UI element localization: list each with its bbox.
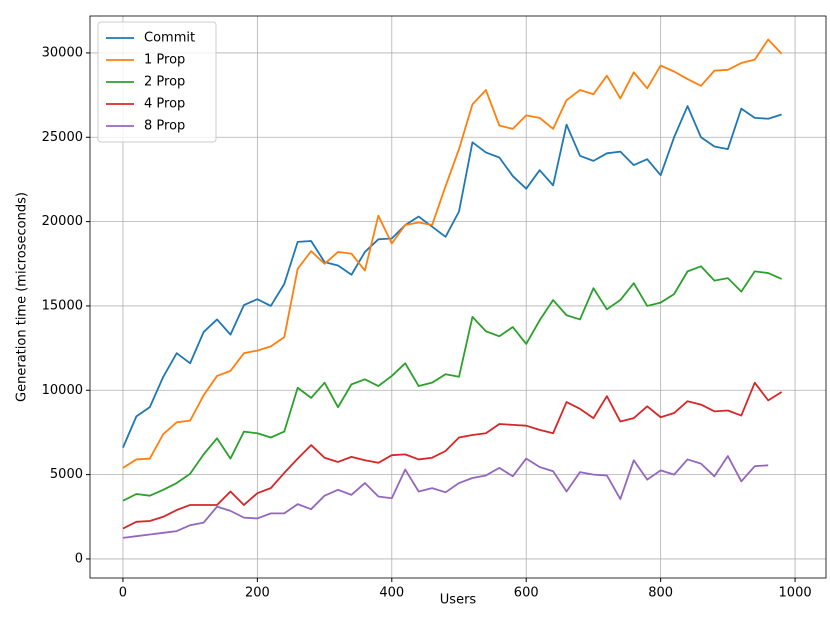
legend-label: Commit (144, 31, 195, 46)
y-tick-label: 30000 (42, 45, 83, 60)
plot-frame (89, 15, 827, 579)
series-line (122, 265, 782, 502)
y-tick-label: 15000 (42, 298, 83, 313)
x-tick-label: 400 (379, 586, 404, 601)
legend-label: 2 Prop (144, 75, 185, 90)
x-tick-label: 0 (119, 586, 127, 601)
y-tick-label: 20000 (42, 214, 83, 229)
x-tick-label: 600 (514, 586, 539, 601)
y-axis-label: Generation time (microseconds) (15, 192, 30, 402)
x-tick-label: 800 (648, 586, 673, 601)
series-line (122, 38, 783, 469)
legend-box (97, 21, 217, 143)
x-tick-label: 200 (245, 586, 270, 601)
y-tick-label: 5000 (50, 467, 83, 482)
legend-label: 8 Prop (144, 119, 185, 134)
x-tick-label: 1000 (779, 586, 812, 601)
y-tick-label: 10000 (42, 383, 83, 398)
y-tick-label: 25000 (42, 130, 83, 145)
x-axis-label: Users (440, 593, 477, 608)
series-line (122, 455, 769, 539)
legend-label: 1 Prop (144, 53, 185, 68)
series-line (122, 105, 782, 448)
legend-label: 4 Prop (144, 97, 185, 112)
y-tick-label: 0 (75, 551, 83, 566)
series-line (122, 381, 783, 530)
